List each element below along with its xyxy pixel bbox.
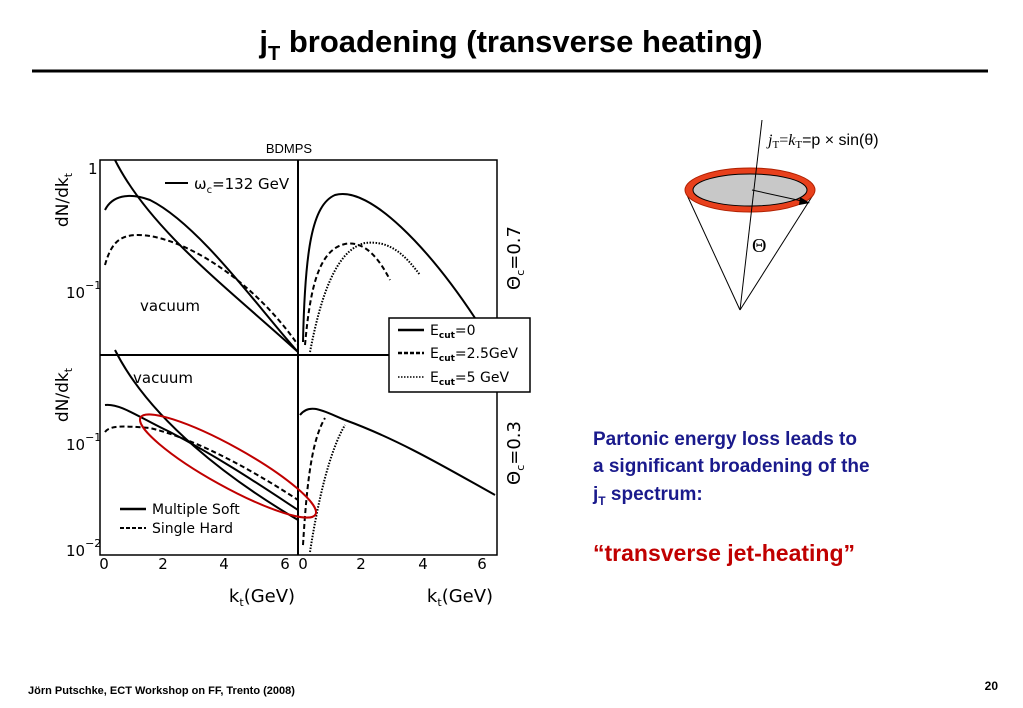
body-text: Partonic energy loss leads to a signific… (592, 429, 870, 508)
y-axis-label: dN/dkt (53, 367, 75, 422)
x-tick-label: 4 (418, 555, 428, 573)
curve (299, 407, 496, 496)
curve (304, 242, 391, 346)
curve (114, 349, 299, 521)
curve (104, 234, 299, 346)
page-number: 20 (985, 679, 999, 693)
cone-edge (686, 194, 741, 311)
figure: BDMPS dN/dkt dN/dkt 1 10−1 10−1 10−2 0 2… (53, 141, 531, 609)
y-tick-label: 10−1 (66, 279, 101, 302)
highlight-text: “transverse jet-heating” (593, 540, 855, 566)
curve-label: vacuum (133, 369, 193, 387)
curve (104, 403, 299, 511)
curve (309, 424, 346, 553)
angle-label: Θ (752, 235, 766, 257)
curve (302, 192, 476, 343)
formula: jT=kT=p × sin(θ) (766, 132, 879, 151)
legend-label: Single Hard (152, 521, 233, 537)
x-axis-label: kt(GeV) (229, 586, 295, 609)
x-ticks: 0 2 4 6 0 2 4 6 (99, 555, 487, 573)
curve (302, 417, 326, 546)
jet-axis (739, 119, 763, 311)
text-line: a significant broadening of the (593, 456, 870, 477)
curve (104, 425, 299, 501)
footer-credit: Jörn Putschke, ECT Workshop on FF, Trent… (28, 685, 295, 697)
x-tick-label: 6 (280, 555, 290, 573)
legend-label: Ecut=0 (430, 323, 476, 341)
x-tick-label: 6 (477, 555, 487, 573)
x-tick-label: 4 (219, 555, 229, 573)
x-axis-label: kt(GeV) (427, 586, 493, 609)
theta-label: Θc=0.3 (504, 421, 527, 485)
slide-title: jT broadening (transverse heating) (258, 24, 762, 65)
arrow-head (799, 197, 810, 205)
x-tick-label: 0 (99, 555, 109, 573)
cone-diagram: jT=kT=p × sin(θ) Θ (684, 119, 879, 311)
curve (104, 194, 299, 353)
x-tick-label: 2 (356, 555, 366, 573)
y-tick-label: 10−1 (66, 431, 101, 454)
curve (114, 159, 299, 353)
kt-arrow (751, 189, 803, 202)
text-line: jT spectrum: (592, 484, 703, 508)
legend-label: Ecut=2.5GeV (430, 346, 518, 364)
legend-label: Multiple Soft (152, 502, 240, 518)
cone-edge (739, 194, 814, 311)
highlight-ellipse (139, 413, 317, 519)
y-tick-label: 10−2 (66, 537, 101, 560)
curve (309, 241, 421, 353)
legend-label: ωc=132 GeV (194, 175, 290, 196)
curve-label: vacuum (140, 297, 200, 315)
x-tick-label: 2 (158, 555, 168, 573)
x-tick-label: 0 (298, 555, 308, 573)
y-axis-label: dN/dkt (53, 172, 75, 227)
theta-label: Θc=0.7 (504, 226, 527, 290)
legend-label: Ecut=5 GeV (430, 370, 509, 388)
figure-label: BDMPS (266, 141, 313, 156)
cone-top (692, 173, 808, 207)
text-line: Partonic energy loss leads to (593, 429, 857, 450)
y-tick-label: 1 (88, 160, 98, 178)
